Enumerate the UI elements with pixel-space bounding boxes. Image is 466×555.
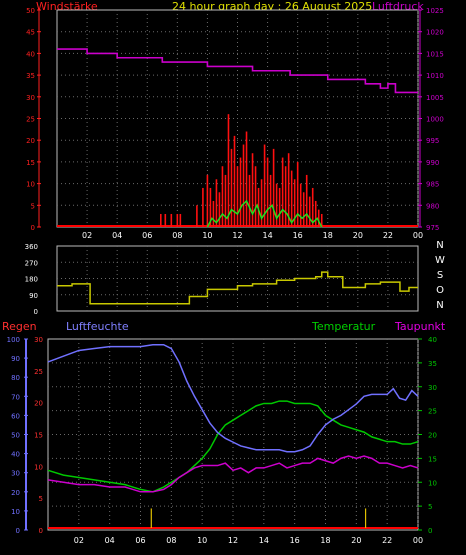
temperature-tick-label: 0 [428,527,432,535]
x-tick-label: 12 [232,231,242,240]
pressure-tick-label: 1010 [426,72,444,80]
rain-tick-label: 10 [34,463,43,471]
wind-tick-label: 40 [26,50,35,58]
temperature-tick-label: 15 [428,455,437,463]
dewpoint-axis-title: Taupunkt [395,320,446,333]
x-tick-label: 20 [351,536,361,545]
humidity-tick-label: 80 [11,374,20,382]
pressure-tick-label: 995 [426,137,439,145]
x-tick-label: 16 [293,231,303,240]
temperature-tick-label: 10 [428,479,437,487]
x-tick-label: 08 [166,536,176,545]
pressure-tick-label: 975 [426,224,439,232]
wind-tick-label: 50 [26,7,35,15]
wind-tick-label: 30 [26,94,35,102]
x-tick-label: 10 [202,231,212,240]
humidity-tick-label: 10 [11,508,20,516]
x-tick-label: 00 [413,536,423,545]
x-tick-label: 18 [323,231,333,240]
compass-label: O [436,285,444,296]
wind-tick-label: 5 [31,202,35,210]
direction-tick-label: 90 [29,292,38,300]
humidity-tick-label: 40 [11,451,20,459]
temperature-tick-label: 40 [428,336,437,344]
humidity-tick-label: 30 [11,470,20,478]
x-tick-label: 22 [382,536,392,545]
x-tick-label: 04 [105,536,115,545]
compass-label: N [436,300,443,311]
humidity-tick-label: 50 [11,432,20,440]
humidity-tick-label: 60 [11,412,20,420]
compass-label: N [436,240,443,251]
direction-tick-label: 270 [25,259,38,267]
pressure-line [57,48,418,94]
humidity-tick-label: 0 [16,527,20,535]
compass-label: S [437,270,443,281]
x-tick-label: 02 [82,231,92,240]
wind-tick-label: 10 [26,181,35,189]
x-tick-label: 10 [197,536,207,545]
temperature-axis-title: Temperatur [312,320,376,333]
humidity-line [47,343,419,453]
pressure-tick-label: 990 [426,159,439,167]
x-tick-label: 02 [74,536,84,545]
x-tick-label: 22 [383,231,393,240]
x-tick-label: 06 [142,231,152,240]
x-tick-label: 08 [172,231,182,240]
pressure-tick-label: 1005 [426,94,444,102]
humidity-tick-label: 90 [11,355,20,363]
rain-tick-label: 30 [34,336,43,344]
direction-tick-label: 360 [25,243,38,251]
dewpoint-line [47,455,419,493]
wind-tick-label: 45 [26,29,35,37]
rain-axis-title: Regen [2,320,37,333]
x-tick-label: 14 [259,536,269,545]
pressure-tick-label: 1025 [426,7,444,15]
wind-average-line [206,199,323,228]
x-tick-label: 16 [290,536,300,545]
wind-tick-label: 0 [31,224,35,232]
wind-direction-line [57,271,418,305]
x-tick-label: 12 [228,536,238,545]
pressure-tick-label: 1000 [426,116,444,124]
humidity-axis-title: Luftfeuchte [66,320,129,333]
x-tick-label: 00 [413,231,423,240]
direction-tick-label: 0 [34,308,38,316]
rain-tick-label: 20 [34,400,43,408]
x-tick-label: 20 [353,231,363,240]
rain-tick-label: 25 [34,368,43,376]
humidity-tick-label: 100 [7,336,20,344]
compass-label: W [435,255,445,266]
temperature-tick-label: 25 [428,408,437,416]
temperature-tick-label: 35 [428,360,437,368]
wind-tick-label: 35 [26,72,35,80]
pressure-tick-label: 1020 [426,29,444,37]
x-tick-label: 18 [320,536,330,545]
humidity-tick-label: 20 [11,489,20,497]
temperature-tick-label: 5 [428,503,432,511]
pressure-tick-label: 1015 [426,50,444,58]
pressure-tick-label: 985 [426,181,439,189]
wind-tick-label: 15 [26,159,35,167]
direction-tick-label: 180 [25,276,38,284]
temperature-tick-label: 30 [428,384,437,392]
temperature-tick-label: 20 [428,432,437,440]
x-tick-label: 04 [112,231,122,240]
wind-tick-label: 20 [26,137,35,145]
humidity-tick-label: 70 [11,393,20,401]
wind-tick-label: 25 [26,116,35,124]
rain-tick-label: 0 [39,527,43,535]
pressure-tick-label: 980 [426,202,439,210]
rain-tick-label: 15 [34,432,43,440]
x-tick-label: 14 [262,231,272,240]
rain-tick-label: 5 [39,495,43,503]
x-tick-label: 06 [135,536,145,545]
